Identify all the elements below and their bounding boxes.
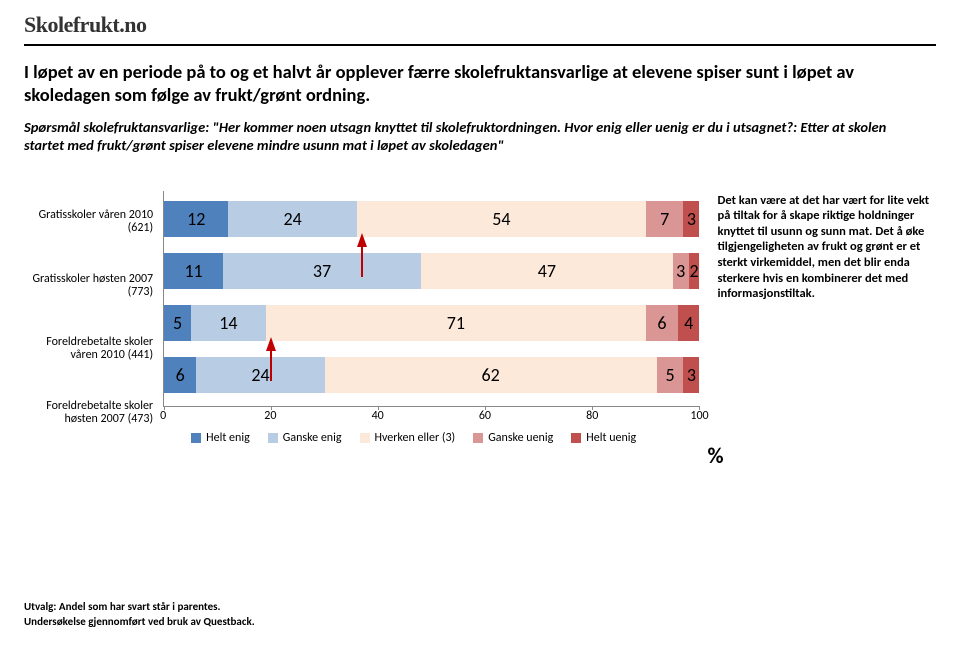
legend-label: Helt uenig [586,431,636,445]
legend-swatch [571,433,581,443]
bar-segment: 3 [683,357,699,393]
bar-segment: 6 [646,305,678,341]
page-subtitle: Spørsmål skolefruktansvarlige: "Her komm… [24,118,894,154]
bar-segment: 62 [325,357,657,393]
legend-item: Ganske uenig [473,431,553,445]
y-axis-label: Gratisskoler våren 2010 (621) [24,209,153,235]
callout-arrow [266,337,276,351]
legend-label: Ganske uenig [488,431,553,445]
x-axis-label: 80 [586,409,598,423]
page-title: I løpet av en periode på to og et halvt … [24,60,924,106]
bar-segment: 5 [164,305,191,341]
bar-segment: 14 [191,305,266,341]
bar-segment: 54 [357,201,646,237]
percent-label: % [707,442,723,469]
legend: Helt enig Ganske enig Hverken eller (3) Gan… [163,431,699,445]
bar-row: 12245473 [164,201,699,237]
plot: 122454731137473251471646246253 [163,191,699,407]
plot-wrap: 122454731137473251471646246253 020406080… [163,191,699,445]
bar-segment: 71 [266,305,646,341]
bar-row: 6246253 [164,357,699,393]
bar-segment: 11 [164,253,223,289]
y-axis-label: Foreldrebetalte skoler våren 2010 (441) [24,336,153,362]
legend-swatch [191,433,201,443]
footer-line-1: Utvalg: Andel som har svart står i paren… [24,600,255,614]
chart-area: Gratisskoler våren 2010 (621) Gratisskole… [24,191,936,445]
legend-item: Hverken eller (3) [360,431,456,445]
x-axis-label: 100 [690,409,708,423]
bar-segment: 5 [657,357,684,393]
bar-segment: 2 [689,253,700,289]
legend-label: Helt enig [206,431,250,445]
x-axis-label: 60 [479,409,491,423]
bar-segment: 6 [164,357,196,393]
footer-note: Utvalg: Andel som har svart står i paren… [24,600,255,629]
bar-segment: 37 [223,253,421,289]
y-axis-label: Gratisskoler høsten 2007 (773) [24,273,153,299]
legend-swatch [473,433,483,443]
bar-segment: 24 [228,201,356,237]
legend-item: Ganske enig [268,431,342,445]
x-axis-label: 0 [160,409,166,423]
header-rule [24,44,936,46]
bar-segment: 47 [421,253,673,289]
bar-segment: 24 [196,357,324,393]
legend-item: Helt uenig [571,431,636,445]
legend-label: Ganske enig [283,431,342,445]
chart-commentary: Det kan være at det har vært for lite ve… [717,191,936,445]
y-axis-labels: Gratisskoler våren 2010 (621) Gratisskole… [24,191,163,445]
bar-segment: 3 [673,253,689,289]
legend-swatch [360,433,370,443]
callout-arrow [357,233,367,247]
footer-line-2: Undersøkelse gjennomført ved bruk av Que… [24,615,255,629]
x-axis: 020406080100 [163,409,699,427]
bar-row: 5147164 [164,305,699,341]
bar-row: 11374732 [164,253,699,289]
y-axis-label: Foreldrebetalte skoler høsten 2007 (473) [24,400,153,426]
legend-item: Helt enig [191,431,250,445]
legend-label: Hverken eller (3) [375,431,456,445]
x-axis-label: 40 [372,409,384,423]
bar-segment: 7 [646,201,683,237]
bar-segment: 4 [678,305,699,341]
bar-segment: 3 [683,201,699,237]
bar-segment: 12 [164,201,228,237]
x-axis-label: 20 [264,409,276,423]
site-logo: Skolefrukt.no [24,12,936,38]
legend-swatch [268,433,278,443]
